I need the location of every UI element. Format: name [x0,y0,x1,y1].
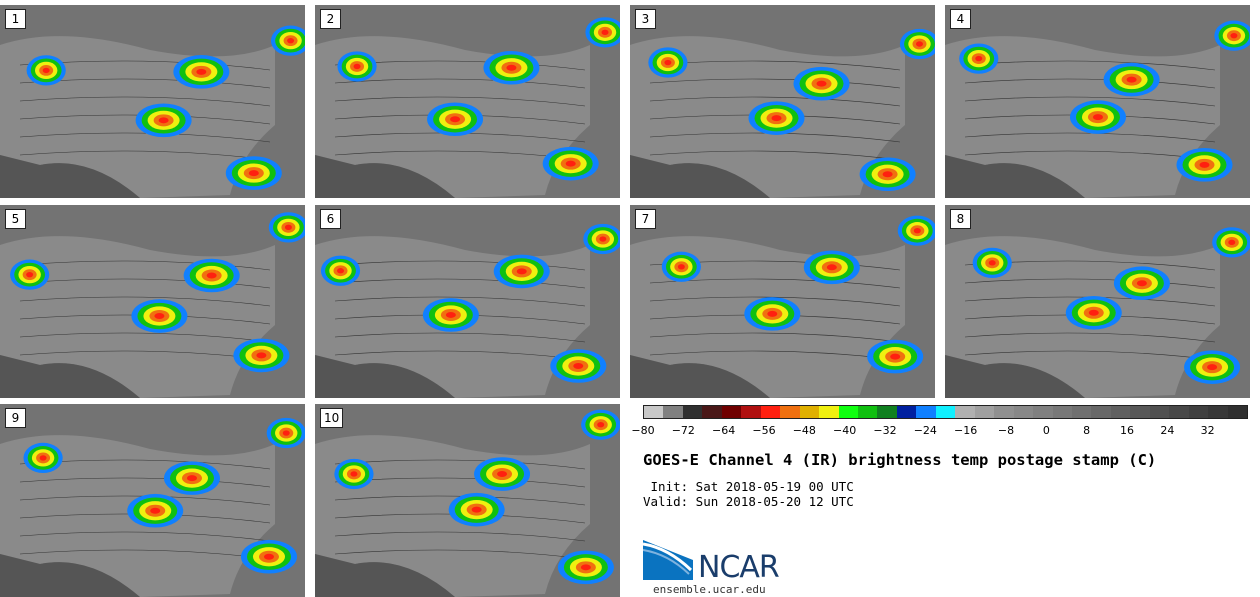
panel-number-label: 3 [635,9,656,29]
colorbar-tick-label: −24 [913,424,937,437]
colorbar-tick-label: −56 [752,424,776,437]
colorbar-tick-label: 0 [1042,424,1050,437]
ir-satellite-map [630,205,935,398]
colorbar-tick-label: −64 [712,424,736,437]
ir-satellite-map [945,5,1250,198]
colorbar-tick-label: −8 [997,424,1015,437]
ir-satellite-map [945,205,1250,398]
colorbar-tick-label: −80 [631,424,655,437]
colorbar [643,405,1248,419]
colorbar-swatch [1071,406,1092,418]
colorbar-swatch [838,406,858,418]
colorbar-swatch [994,406,1014,418]
colorbar-swatch [974,406,995,418]
colorbar-tick-label: 24 [1160,424,1175,437]
panel-number-label: 7 [635,209,656,229]
colorbar-tick-label: −16 [954,424,978,437]
colorbar-swatch [1208,406,1228,418]
ensemble-panel-2: 2 [315,5,620,198]
colorbar-swatch [1188,406,1209,418]
ir-satellite-map [630,5,935,198]
ir-satellite-map [0,404,305,597]
colorbar-swatch [819,406,839,418]
panel-number-label: 9 [5,408,26,428]
colorbar-swatch [955,406,975,418]
panel-number-label: 8 [950,209,971,229]
colorbar-swatch [916,406,936,418]
init-time: Init: Sat 2018-05-19 00 UTC [643,479,854,494]
colorbar-swatch [1033,406,1053,418]
colorbar-swatch [896,406,917,418]
ensemble-url: ensemble.ucar.edu [653,583,766,596]
ensemble-panel-1: 1 [0,5,305,198]
ensemble-panel-4: 4 [945,5,1250,198]
valid-time: Valid: Sun 2018-05-20 12 UTC [643,494,854,509]
colorbar-swatch [857,406,878,418]
colorbar-ticks: −80 −72 −64 −56 −48 −40 −32 −24 −16 −8 0 8 16 24 32 [631,424,1248,438]
ensemble-panel-5: 5 [0,205,305,398]
panel-number-label: 2 [320,9,341,29]
colorbar-swatch [780,406,800,418]
ensemble-panel-10: 10 [315,404,620,597]
colorbar-tick-label: −48 [792,424,816,437]
panel-number-label: 10 [320,408,344,428]
ir-satellite-map [0,205,305,398]
colorbar-swatch [877,406,897,418]
ir-satellite-map [0,5,305,198]
colorbar-swatch [702,406,722,418]
colorbar-swatch [1169,406,1189,418]
ir-satellite-map [315,205,620,398]
colorbar-swatch [644,406,664,418]
colorbar-swatch [1013,406,1034,418]
panel-number-label: 4 [950,9,971,29]
panel-number-label: 5 [5,209,26,229]
colorbar-swatch [1091,406,1111,418]
colorbar-tick-label: 8 [1083,424,1091,437]
ensemble-panel-8: 8 [945,205,1250,398]
ensemble-panel-9: 9 [0,404,305,597]
colorbar-tick-label: −40 [833,424,857,437]
ensemble-panel-6: 6 [315,205,620,398]
colorbar-swatch [1052,406,1072,418]
ensemble-panel-3: 3 [630,5,935,198]
colorbar-tick-label: 32 [1200,424,1215,437]
colorbar-swatch [935,406,956,418]
ir-satellite-map [315,404,620,597]
colorbar-tick-label: −72 [671,424,695,437]
colorbar-swatch [1110,406,1131,418]
colorbar-swatch [721,406,742,418]
ncar-logo-icon [643,540,693,580]
figure-title: GOES-E Channel 4 (IR) brightness temp po… [643,451,1157,469]
ensemble-panel-7: 7 [630,205,935,398]
colorbar-tick-label: −32 [873,424,897,437]
panel-number-label: 1 [5,9,26,29]
colorbar-swatch [760,406,781,418]
panel-number-label: 6 [320,209,341,229]
colorbar-swatch [682,406,703,418]
ir-satellite-map [315,5,620,198]
colorbar-swatch [1149,406,1170,418]
colorbar-swatch [1130,406,1150,418]
colorbar-swatch [799,406,820,418]
colorbar-swatch [663,406,683,418]
colorbar-swatch [741,406,761,418]
colorbar-tick-label: 16 [1120,424,1134,437]
ncar-logo-text: NCAR [698,550,780,585]
colorbar-swatch [1227,406,1248,418]
